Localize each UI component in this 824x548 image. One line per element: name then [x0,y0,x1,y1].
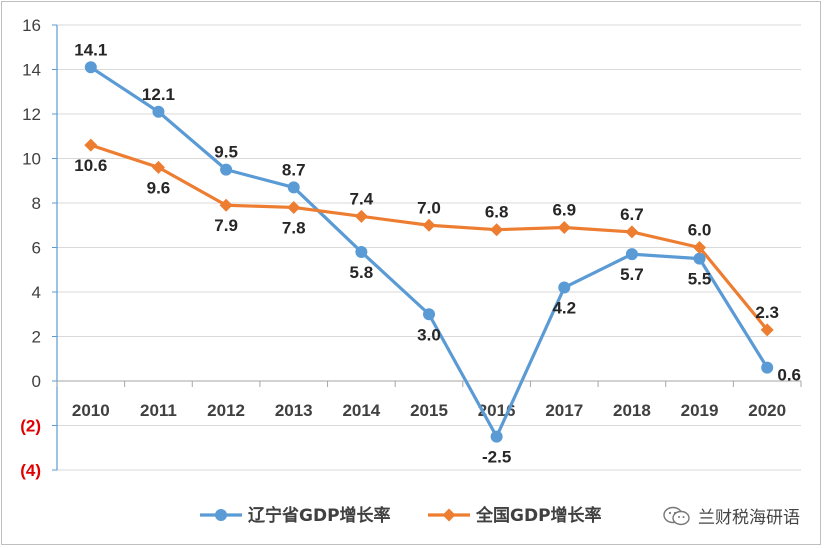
data-label: 7.9 [214,216,238,235]
x-tick-label: 2011 [140,401,177,420]
data-label: -2.5 [482,448,511,467]
data-label: 9.5 [214,143,238,162]
data-point [219,198,233,212]
data-label: 10.6 [74,156,107,175]
data-point [84,61,97,74]
data-point [558,281,571,294]
wechat-icon [663,506,690,525]
data-label: 6.8 [485,203,509,222]
y-tick-label: 12 [22,105,41,124]
legend-label: 全国GDP增长率 [475,505,602,526]
x-tick-label: 2012 [207,401,245,420]
y-tick-label: 2 [32,328,41,347]
data-point [625,225,639,239]
data-label: 5.7 [620,265,644,284]
data-point [355,245,368,258]
y-tick-label: 16 [22,16,41,35]
y-tick-label: (4) [20,461,41,480]
data-point [490,223,504,237]
data-point [422,218,436,232]
data-point [287,200,301,214]
x-tick-label: 2017 [545,401,583,420]
x-tick-label: 2019 [681,401,719,420]
data-label: 7.0 [417,198,441,217]
x-tick-label: 2020 [748,401,786,420]
data-label: 3.0 [417,325,441,344]
data-label: 14.1 [74,40,107,59]
data-label: 7.8 [282,218,306,237]
data-point [423,308,435,321]
legend-marker [215,509,227,521]
data-label: 2.3 [755,303,779,322]
data-label: 6.0 [688,221,712,240]
legend-marker [442,508,456,522]
y-tick-label: 4 [32,283,41,302]
data-point [557,220,571,234]
data-label: 4.2 [552,299,576,318]
y-tick-label: 14 [22,61,41,80]
series-line-1 [90,143,769,331]
x-tick-label: 2014 [342,401,380,420]
y-tick-label: 8 [32,194,41,213]
data-point [625,248,638,261]
data-label: 0.6 [777,366,801,385]
data-point [761,361,774,374]
data-label: 5.5 [688,270,712,289]
data-point [693,241,707,254]
data-label: 6.7 [620,205,644,224]
watermark-text: 兰财税海研语 [698,508,800,528]
y-tick-label: 0 [32,372,41,391]
data-point [220,163,233,176]
x-tick-label: 2015 [410,401,448,420]
x-tick-label: 2010 [72,401,110,420]
y-tick-label: 10 [22,150,41,169]
data-label: 9.6 [147,178,171,197]
data-point [287,181,300,194]
x-tick-label: 2018 [613,401,651,420]
data-label: 8.7 [282,160,306,179]
data-label: 7.4 [350,189,374,208]
x-tick-label: 2013 [275,401,313,420]
data-point [693,252,706,265]
data-point [152,105,165,118]
y-tick-label: 6 [32,239,41,258]
legend-label: 辽宁省GDP增长率 [248,505,391,526]
data-label: 5.8 [350,263,374,282]
watermark: 兰财税海研语 [662,503,800,528]
data-label: 6.9 [552,200,576,219]
data-point [151,160,165,174]
data-point [84,138,98,152]
data-point [490,430,503,443]
data-point [760,323,774,337]
y-tick-label: (2) [20,417,41,436]
data-point [354,209,368,223]
data-label: 12.1 [142,85,175,104]
